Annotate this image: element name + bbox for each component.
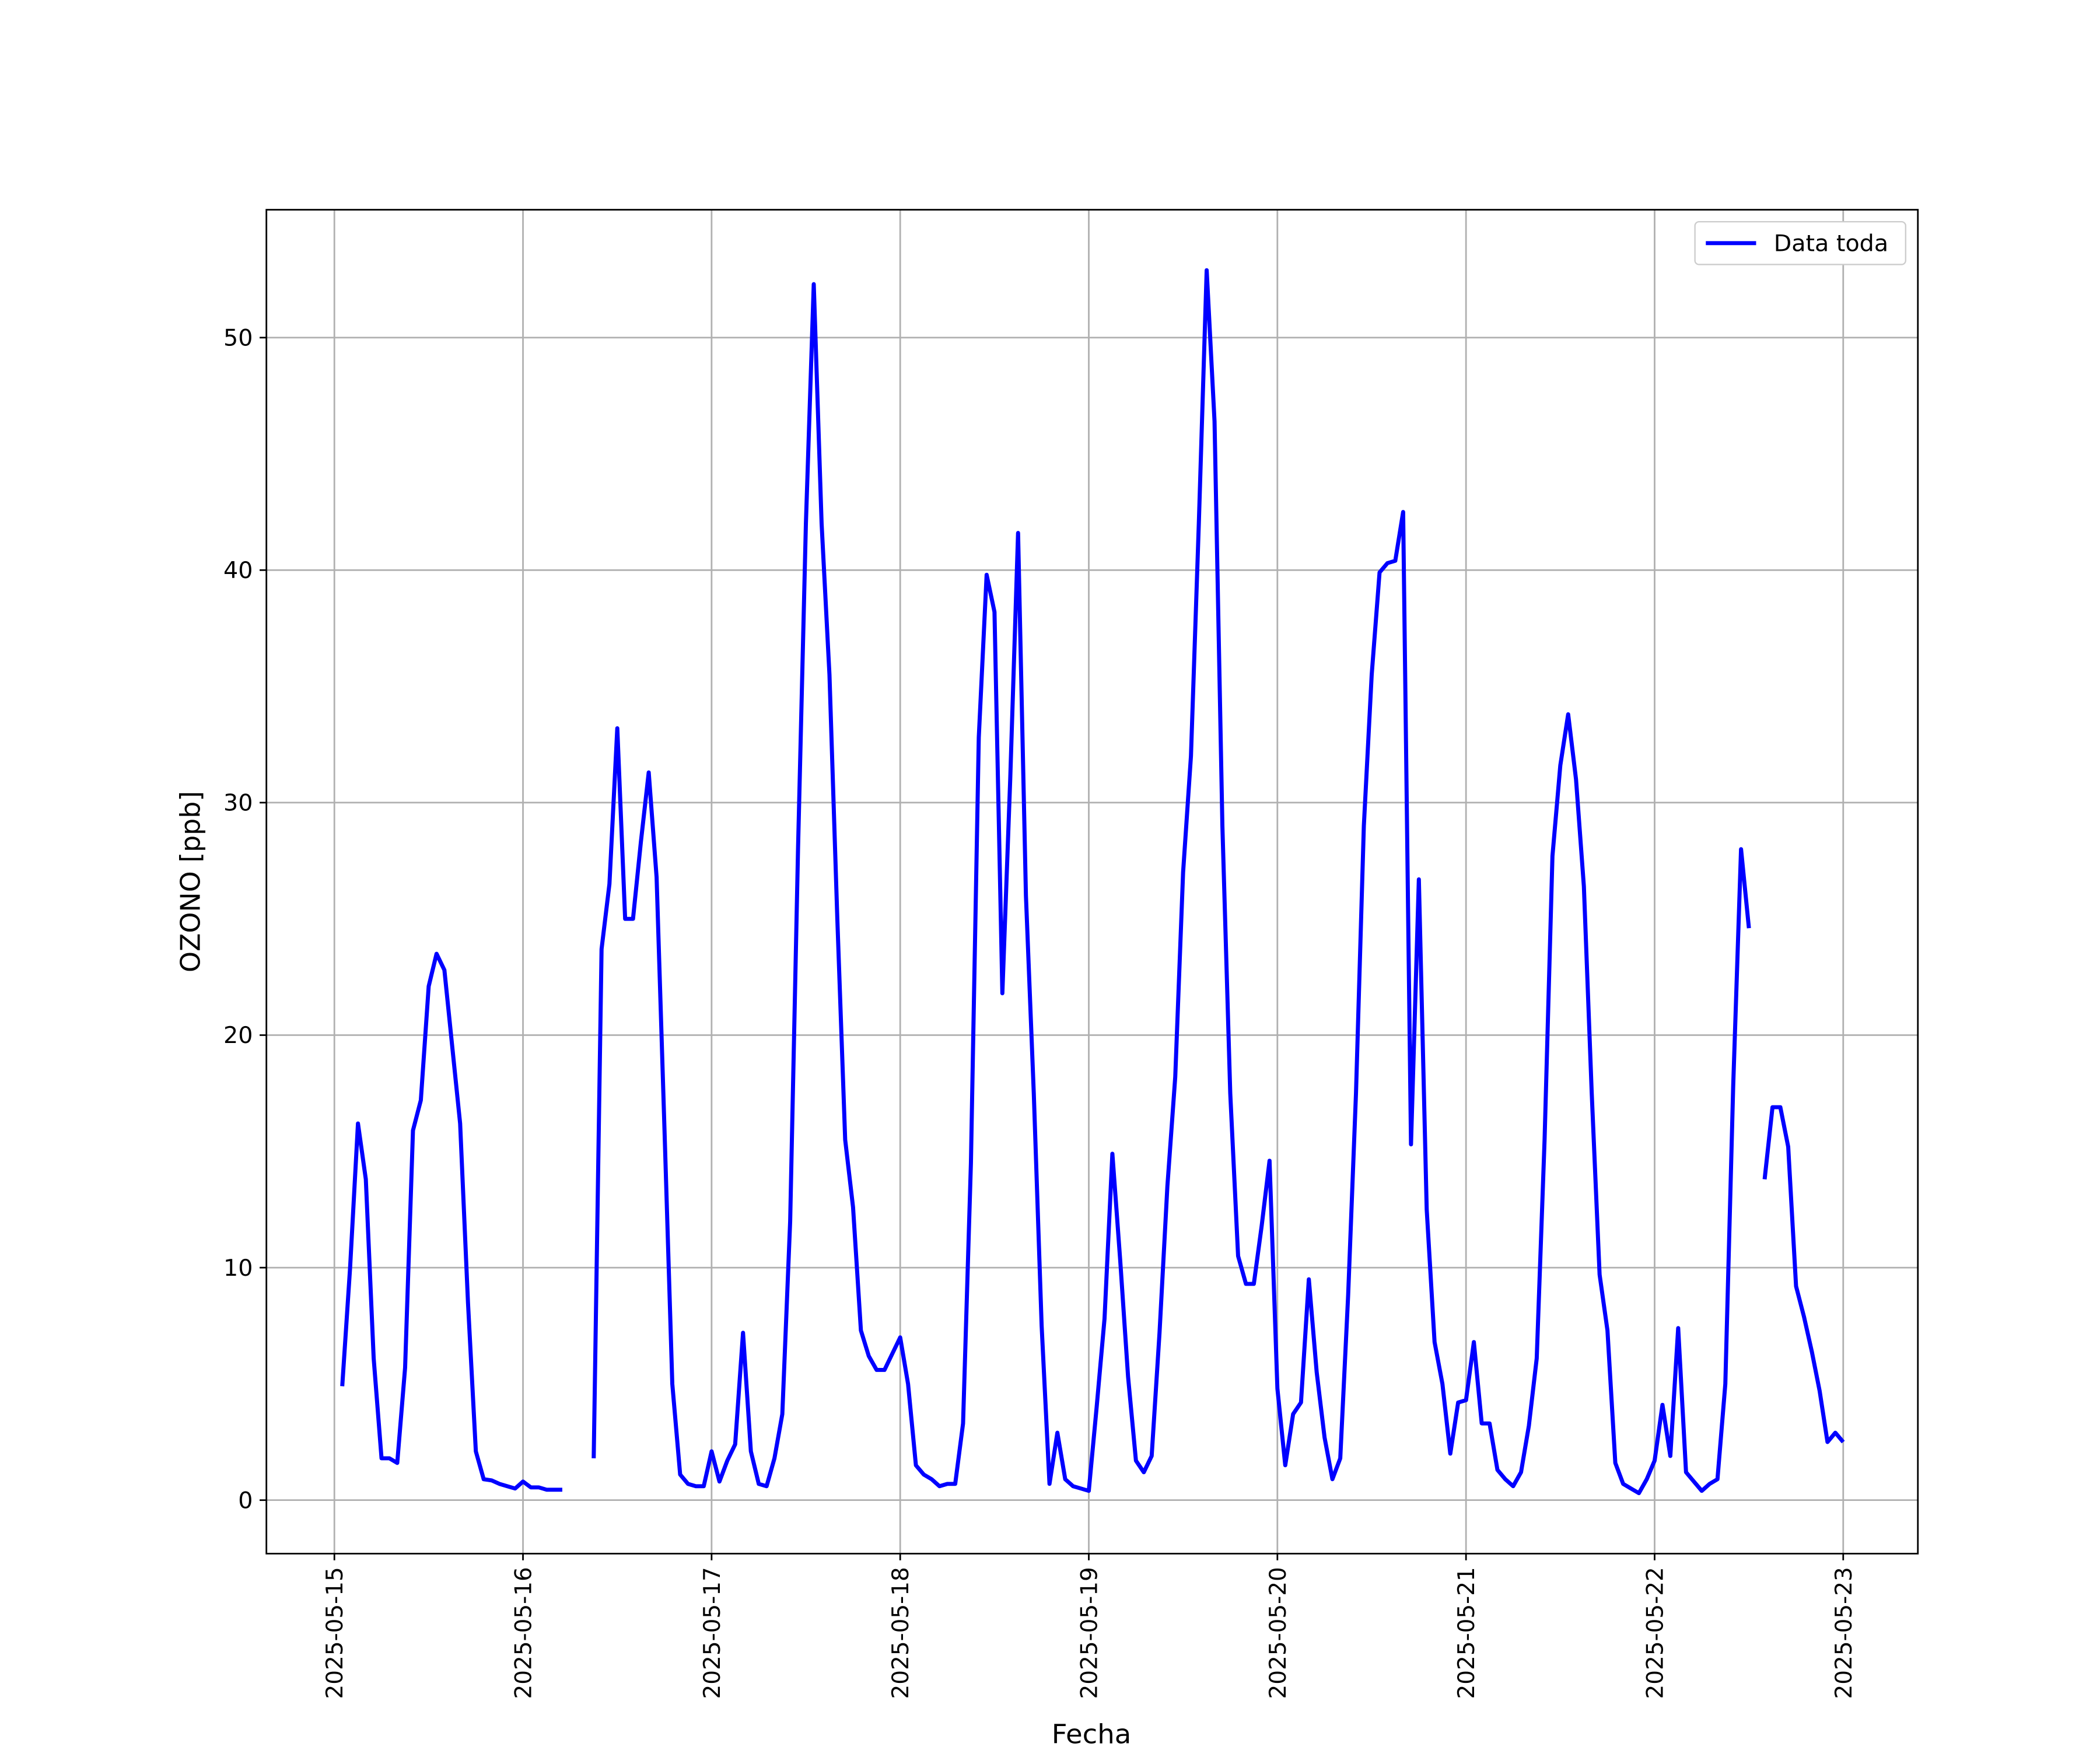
x-tick-label: 2025-05-23 xyxy=(1831,1567,1857,1699)
y-tick-label: 0 xyxy=(238,1488,253,1514)
x-tick-label: 2025-05-16 xyxy=(510,1567,537,1699)
y-axis-label: OZONO [ppb] xyxy=(174,791,206,972)
y-tick-label: 20 xyxy=(223,1023,253,1049)
data-line xyxy=(1762,1105,1845,1444)
x-tick-label: 2025-05-19 xyxy=(1076,1567,1102,1699)
x-tick-label: 2025-05-22 xyxy=(1642,1567,1668,1699)
x-tick-label: 2025-05-18 xyxy=(888,1567,914,1699)
y-tick-label: 10 xyxy=(223,1255,253,1282)
y-tick-label: 30 xyxy=(223,790,253,817)
legend: Data toda xyxy=(1694,221,1906,265)
y-tick-label: 50 xyxy=(223,326,253,352)
legend-label: Data toda xyxy=(1774,231,1888,257)
y-tick-label: 40 xyxy=(223,558,253,584)
x-axis-label: Fecha xyxy=(1052,1718,1132,1750)
data-line xyxy=(340,951,562,1492)
data-line xyxy=(592,268,1751,1496)
legend-box xyxy=(1694,221,1906,265)
x-tick-label: 2025-05-21 xyxy=(1454,1567,1480,1699)
x-tick-label: 2025-05-20 xyxy=(1265,1567,1292,1699)
x-tick-label: 2025-05-17 xyxy=(699,1567,726,1699)
x-tick-label: 2025-05-15 xyxy=(322,1567,348,1699)
plot-frame xyxy=(265,209,1919,1555)
